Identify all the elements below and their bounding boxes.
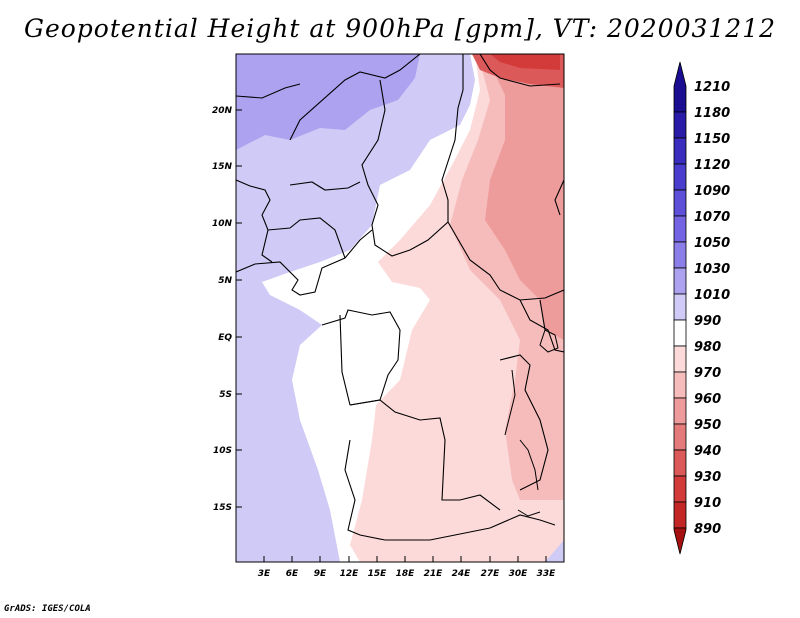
colorbar-swatch	[673, 189, 687, 217]
lon-label-15e: 15E	[368, 569, 388, 579]
colorbar-swatch	[673, 345, 687, 373]
colorbar-label: 1030	[694, 262, 730, 277]
colorbar-swatch	[673, 215, 687, 243]
colorbar-label: 1210	[694, 80, 730, 95]
colorbar-label: 970	[694, 366, 721, 381]
colorbar-label: 1150	[694, 132, 730, 147]
colorbar-swatch	[673, 501, 687, 529]
colorbar-label: 1120	[694, 158, 730, 173]
lat-label-10n: 10N	[212, 219, 233, 229]
colorbar-swatch	[673, 319, 687, 347]
height-field	[236, 54, 564, 562]
colorbar-swatch	[673, 449, 687, 477]
colorbar-label: 890	[694, 522, 721, 537]
colorbar-swatch	[673, 137, 687, 165]
lat-label-5n: 5N	[218, 276, 232, 286]
colorbar-label: 910	[694, 496, 721, 511]
country-borders	[236, 54, 564, 541]
colorbar-label: 960	[694, 392, 721, 407]
colorbar-swatch	[673, 293, 687, 321]
colorbar-label: 1050	[694, 236, 730, 251]
lon-label-6e: 6E	[286, 569, 299, 579]
field-blue-southeast	[545, 540, 564, 562]
colorbar-swatch	[673, 371, 687, 399]
lon-label-18e: 18E	[396, 569, 416, 579]
colorbar-label: 1070	[694, 210, 730, 225]
field-red-darkest	[490, 54, 560, 70]
lon-label-30e: 30E	[509, 569, 529, 579]
footer-credit: GrADS: IGES/COLA	[4, 604, 91, 614]
colorbar-label: 930	[694, 470, 721, 485]
colorbar-swatch	[673, 527, 687, 555]
lon-label-24e: 24E	[452, 569, 472, 579]
colorbar-label: 1010	[694, 288, 730, 303]
lon-label-27e: 27E	[481, 569, 501, 579]
colorbar-label: 940	[694, 444, 721, 459]
colorbar: 1210 1180 1150 1120 1090 1070 1050 1030 1010 990 9…	[673, 61, 730, 555]
lat-label-20n: 20N	[212, 106, 233, 116]
colorbar-swatch	[673, 61, 687, 113]
colorbar-label: 980	[694, 340, 721, 355]
lat-label-10s: 10S	[213, 446, 232, 456]
lon-label-3e: 3E	[258, 569, 271, 579]
chart-title: Geopotential Height at 900hPa [gpm], VT:…	[23, 14, 777, 43]
lat-label-eq: EQ	[218, 333, 232, 343]
colorbar-label: 1090	[694, 184, 730, 199]
colorbar-label: 950	[694, 418, 721, 433]
lon-label-33e: 33E	[537, 569, 557, 579]
colorbar-swatch	[673, 111, 687, 139]
lat-label-15s: 15S	[213, 503, 232, 513]
colorbar-label: 1180	[694, 106, 730, 121]
lat-label-15n: 15N	[212, 162, 233, 172]
lakes	[504, 329, 559, 517]
map-frame	[235, 53, 565, 563]
lat-axis: 20N 15N 10N 5N EQ 5S 10S 15S	[212, 106, 242, 513]
lon-axis: 3E 6E 9E 12E 15E 18E 21E 24E 27E 30E 33E	[258, 556, 556, 579]
colorbar-swatch	[673, 397, 687, 425]
colorbar-swatch	[673, 267, 687, 295]
colorbar-swatch	[673, 163, 687, 191]
colorbar-label: 990	[694, 314, 721, 329]
colorbar-swatch	[673, 241, 687, 269]
field-red-medium	[485, 54, 564, 340]
lon-label-9e: 9E	[314, 569, 327, 579]
field-blue-north	[236, 54, 420, 150]
lat-label-5s: 5S	[219, 390, 232, 400]
colorbar-swatch	[673, 475, 687, 503]
lon-label-12e: 12E	[340, 569, 360, 579]
lon-label-21e: 21E	[424, 569, 444, 579]
colorbar-swatch	[673, 423, 687, 451]
